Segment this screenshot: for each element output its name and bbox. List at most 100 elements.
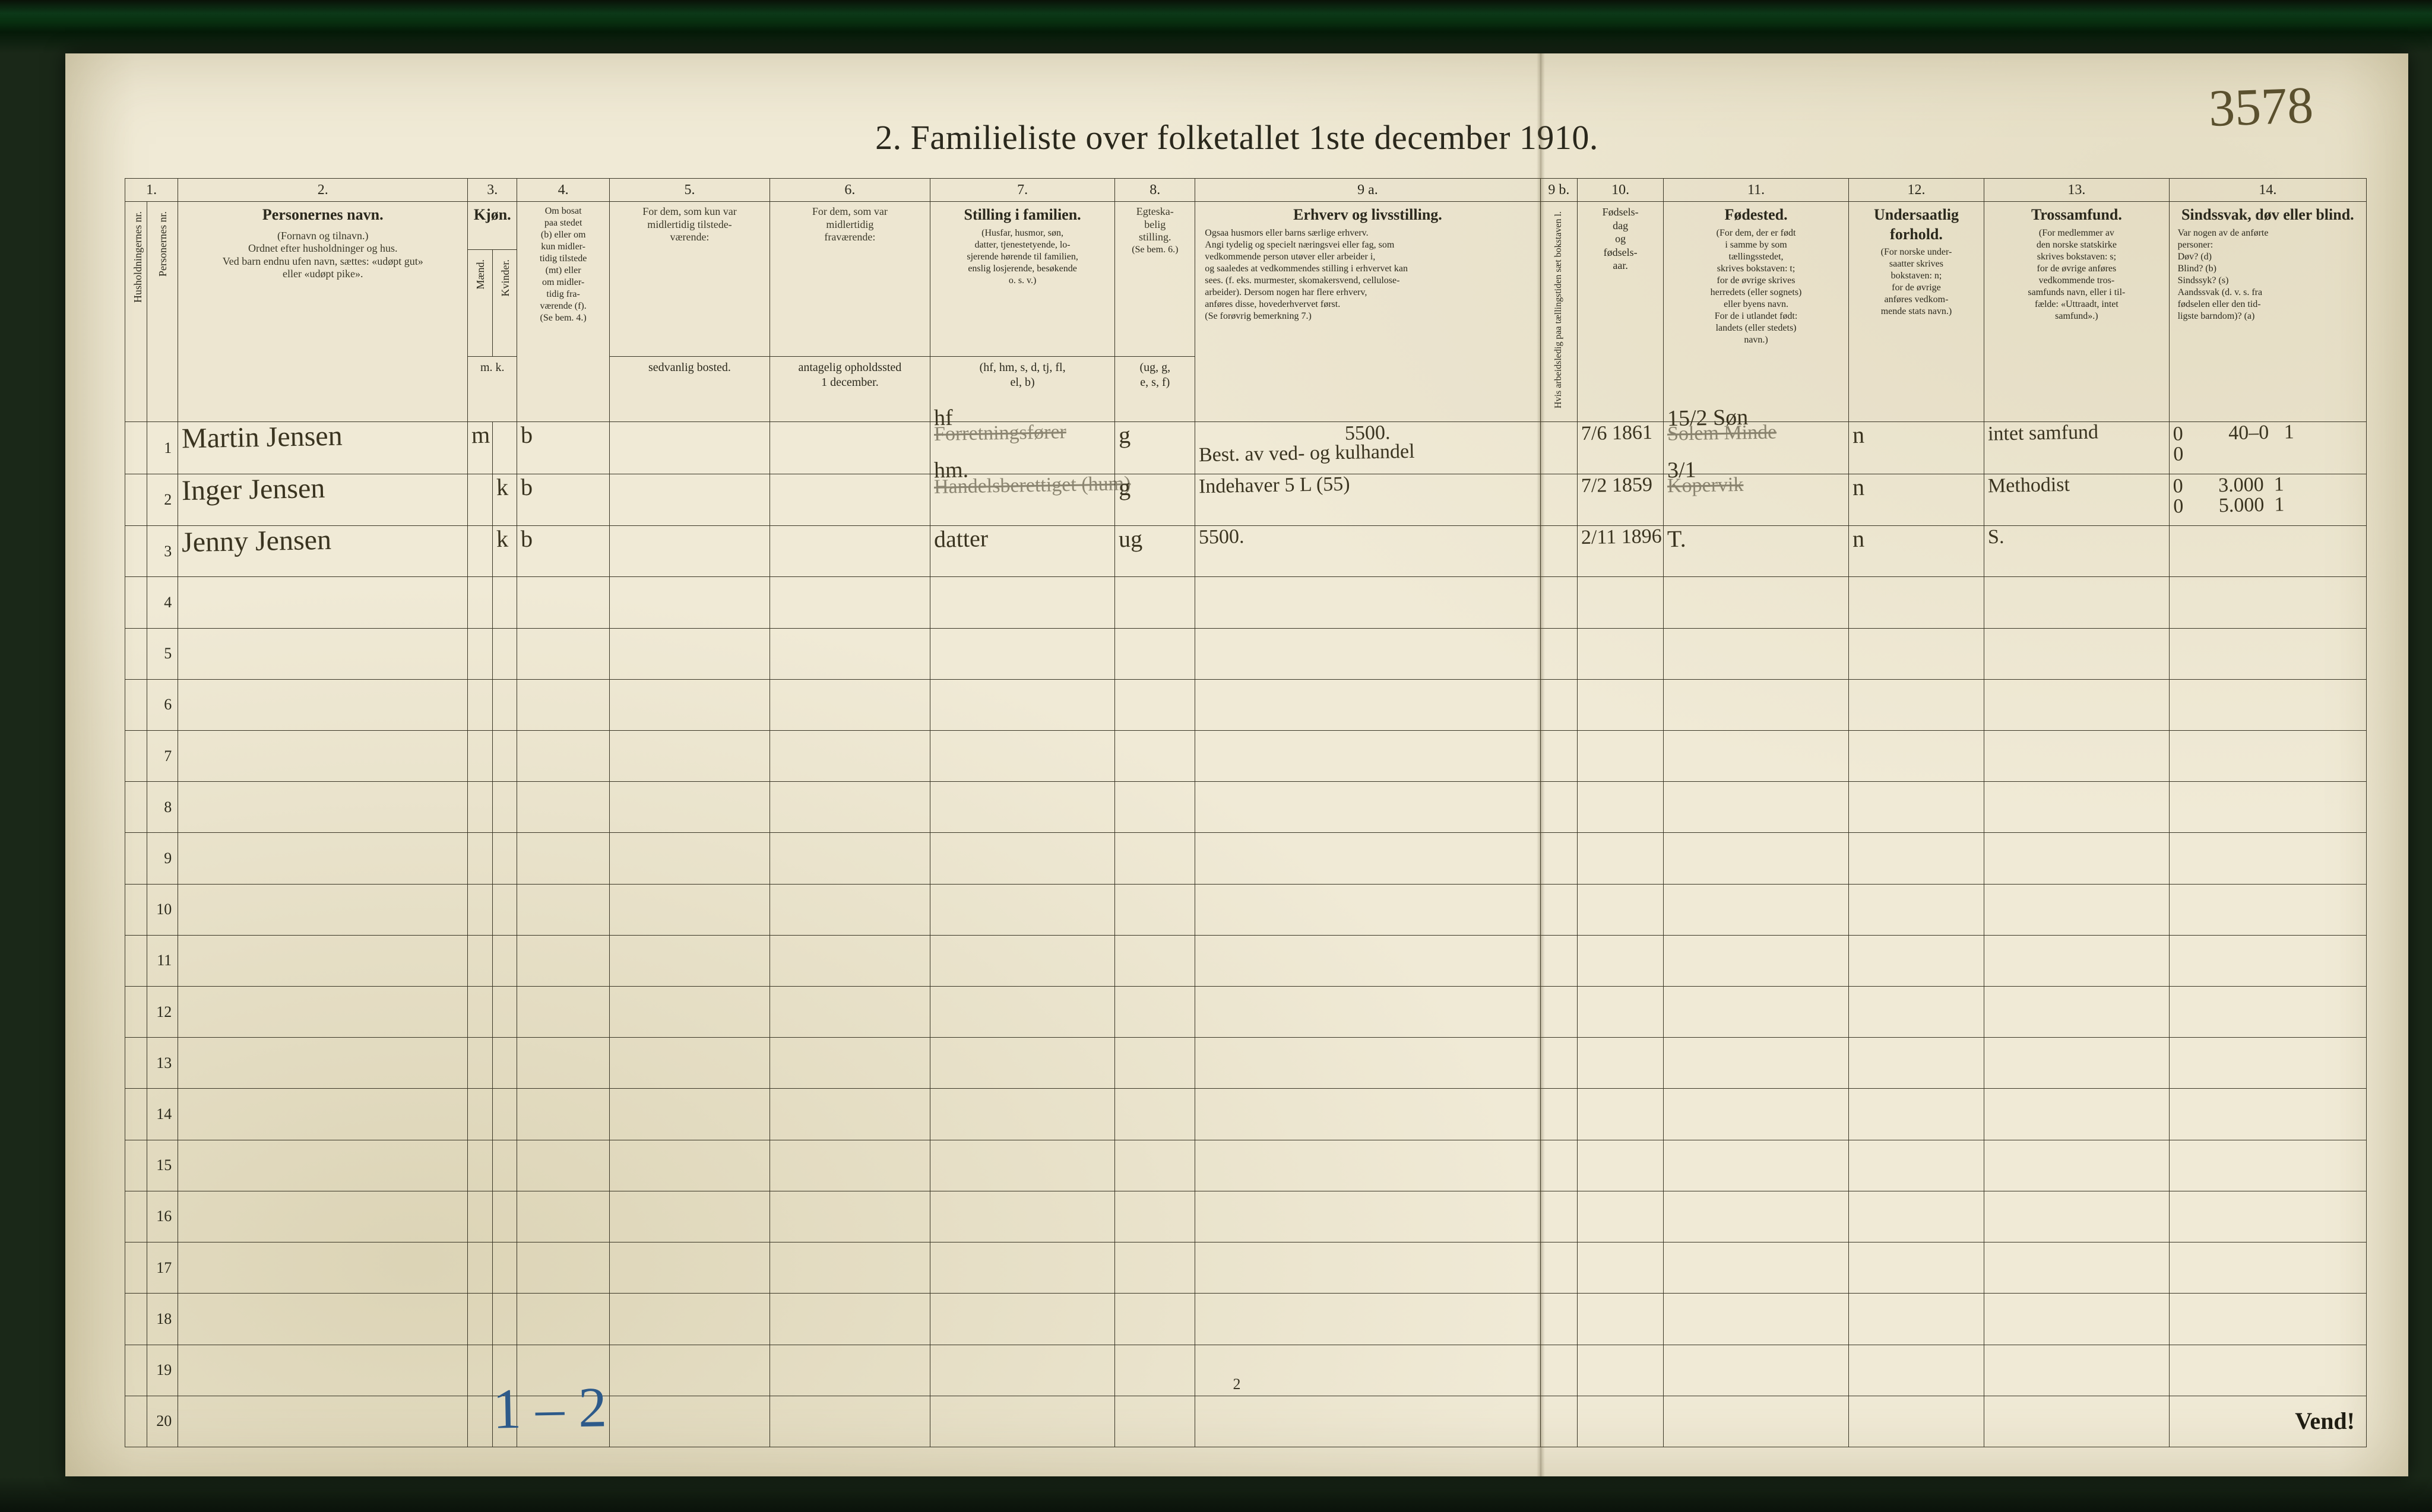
cell-marital: g — [1115, 422, 1195, 474]
cell-empty — [609, 935, 770, 986]
cell-empty — [178, 679, 468, 730]
cell-empty — [468, 1294, 493, 1345]
cell-empty — [468, 731, 493, 782]
table-row: 5 — [125, 628, 2367, 679]
hdr-sex-female-label: Kvinder. — [498, 253, 514, 303]
cell-empty — [1540, 782, 1577, 833]
hdr-marital-main: Egteska- belig stilling. — [1120, 205, 1190, 244]
cell-unemployed — [1540, 422, 1577, 474]
cell-sex-m — [468, 474, 493, 525]
hdr-c8-bot: (ug, g, e, s, f) — [1115, 357, 1195, 422]
cell-empty — [1540, 1396, 1577, 1447]
cell-empty — [492, 731, 517, 782]
cell-empty — [770, 1191, 930, 1242]
cell-empty — [517, 577, 610, 628]
table-body: 1Martin Jensenmb Forretningsfører hf g55… — [125, 422, 2367, 1447]
cell-empty — [1848, 987, 1984, 1038]
correction-text: hm. — [934, 458, 969, 481]
hdr-birthplace-main: Fødested. — [1668, 205, 1843, 225]
cell-empty — [1848, 1242, 1984, 1294]
cell-empty — [2169, 1089, 2366, 1140]
handwritten-text: Best. av ved- og kulhandel — [1199, 442, 1415, 465]
cell-empty — [1540, 935, 1577, 986]
cell-empty — [609, 679, 770, 730]
cell-disability — [2169, 526, 2366, 577]
cell-sex-m: m — [468, 422, 493, 474]
colnum-3: 3. — [468, 179, 517, 202]
handwritten-text: b — [521, 476, 533, 499]
cell-sex-k: k — [492, 526, 517, 577]
cell-empty — [1984, 935, 2169, 986]
cell-empty — [1848, 577, 1984, 628]
colnum-4: 4. — [517, 179, 610, 202]
cell-empty — [1577, 1396, 1663, 1447]
cell-empty — [609, 1140, 770, 1191]
cell-empty — [930, 833, 1114, 884]
cell-empty — [1540, 1038, 1577, 1089]
colnum-2: 2. — [178, 179, 468, 202]
hdr-disability-sub: Var nogen av de anførte personer: Døv? (… — [2174, 227, 2361, 322]
cell-empty — [1577, 1242, 1663, 1294]
cell-household-nr — [125, 1089, 147, 1140]
hdr-c6-bot: antagelig opholdssted 1 december. — [770, 357, 930, 422]
cell-household-nr — [125, 577, 147, 628]
cell-empty — [178, 1345, 468, 1396]
cell-family-position: Handelsberettiget (hum) hm. — [930, 474, 1114, 525]
table-row: 10 — [125, 884, 2367, 935]
hdr-religion-sub: (For medlemmer av den norske statskirke … — [1989, 227, 2164, 322]
cell-empty — [1540, 884, 1577, 935]
cell-empty — [1115, 1242, 1195, 1294]
cell-sex-k: k — [492, 474, 517, 525]
cell-empty — [1577, 1191, 1663, 1242]
cell-family-position: datter — [930, 526, 1114, 577]
cell-empty — [930, 577, 1114, 628]
cell-empty — [468, 1396, 493, 1447]
table-head: 1. 2. 3. 4. 5. 6. 7. 8. 9 a. 9 b. 10. 11… — [125, 179, 2367, 422]
cell-empty — [1848, 731, 1984, 782]
cell-household-nr — [125, 1038, 147, 1089]
cell-empty — [517, 1242, 610, 1294]
cell-empty — [609, 1396, 770, 1447]
cell-empty — [468, 577, 493, 628]
cell-nationality: n — [1848, 422, 1984, 474]
cell-empty — [1195, 679, 1540, 730]
cell-empty — [1664, 884, 1848, 935]
cell-empty — [468, 987, 493, 1038]
cell-empty — [1848, 833, 1984, 884]
printed-page-number: 2 — [1233, 1375, 1241, 1393]
cell-empty — [2169, 987, 2366, 1038]
colnum-11: 11. — [1664, 179, 1848, 202]
cell-religion: intet samfund — [1984, 422, 2169, 474]
colnum-10: 10. — [1577, 179, 1663, 202]
cell-empty — [1984, 1396, 2169, 1447]
cell-household-nr — [125, 628, 147, 679]
cell-household-nr — [125, 679, 147, 730]
cell-empty — [2169, 935, 2366, 986]
cell-empty — [178, 577, 468, 628]
cell-empty — [178, 1089, 468, 1140]
cell-empty — [517, 833, 610, 884]
handwritten-text: g — [1119, 423, 1131, 447]
cell-empty — [517, 782, 610, 833]
cell-person-nr: 4 — [147, 577, 178, 628]
colnum-7: 7. — [930, 179, 1114, 202]
cell-empty — [1848, 628, 1984, 679]
handwritten-text: b — [521, 527, 533, 551]
cell-empty — [1984, 1294, 2169, 1345]
cell-empty — [2169, 731, 2366, 782]
cell-empty — [1664, 679, 1848, 730]
cell-empty — [1848, 1396, 1984, 1447]
cell-empty — [1664, 628, 1848, 679]
handwritten-text: 7/2 1859 — [1581, 475, 1653, 496]
colnum-8: 8. — [1115, 179, 1195, 202]
cell-person-nr: 7 — [147, 731, 178, 782]
cell-occupation: 5500. — [1195, 526, 1540, 577]
cell-empty — [2169, 577, 2366, 628]
cell-empty — [1577, 1038, 1663, 1089]
cell-name: Jenny Jensen — [178, 526, 468, 577]
cell-empty — [2169, 1294, 2366, 1345]
cell-empty — [770, 935, 930, 986]
cell-marital: ug — [1115, 526, 1195, 577]
cell-empty — [492, 1191, 517, 1242]
cell-empty — [770, 1242, 930, 1294]
